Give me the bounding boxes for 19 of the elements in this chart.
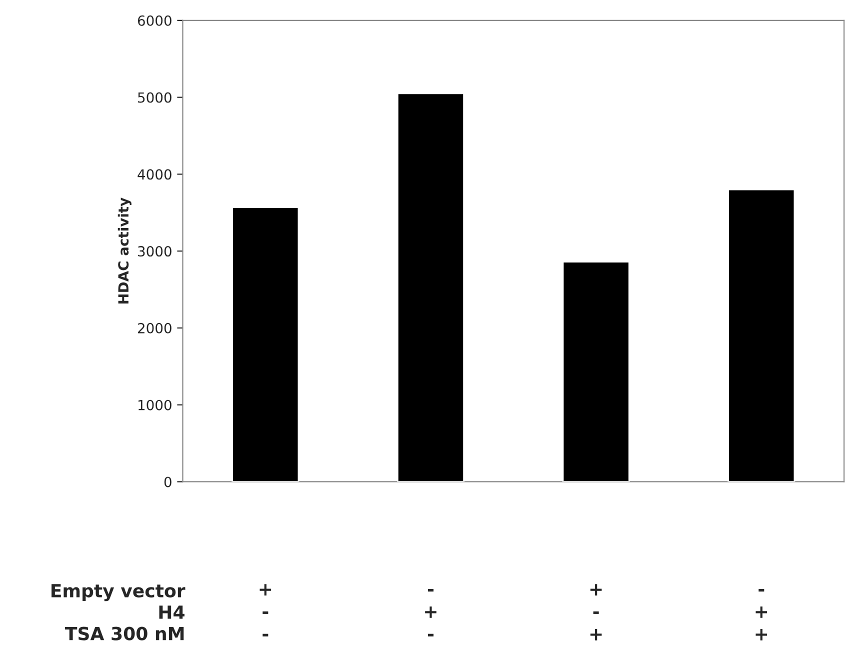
bar	[562, 261, 630, 482]
y-tick-label: 1000	[138, 400, 172, 410]
text: TSA 300 nM	[65, 626, 184, 640]
x-tick-label: - + +	[756, 588, 768, 640]
y-tick-label: 0	[164, 476, 172, 488]
y-tick-label: 4000	[138, 169, 172, 180]
y-tick-label: 5000	[138, 92, 172, 103]
y-tick-label: 2000	[138, 322, 172, 334]
text: H4	[159, 606, 184, 619]
y-tick-label: 6000	[138, 15, 172, 26]
y-tick-label: 3000	[138, 246, 172, 257]
x-tick-label: - + -	[425, 588, 436, 636]
bar	[728, 188, 796, 482]
text: Empty vector	[52, 584, 186, 602]
y-axis-title: HDAC activity	[118, 198, 132, 304]
x-tick-label: + - -	[260, 584, 272, 636]
bar	[396, 92, 464, 482]
bar	[232, 206, 300, 482]
x-tick-label: + - +	[590, 584, 602, 640]
